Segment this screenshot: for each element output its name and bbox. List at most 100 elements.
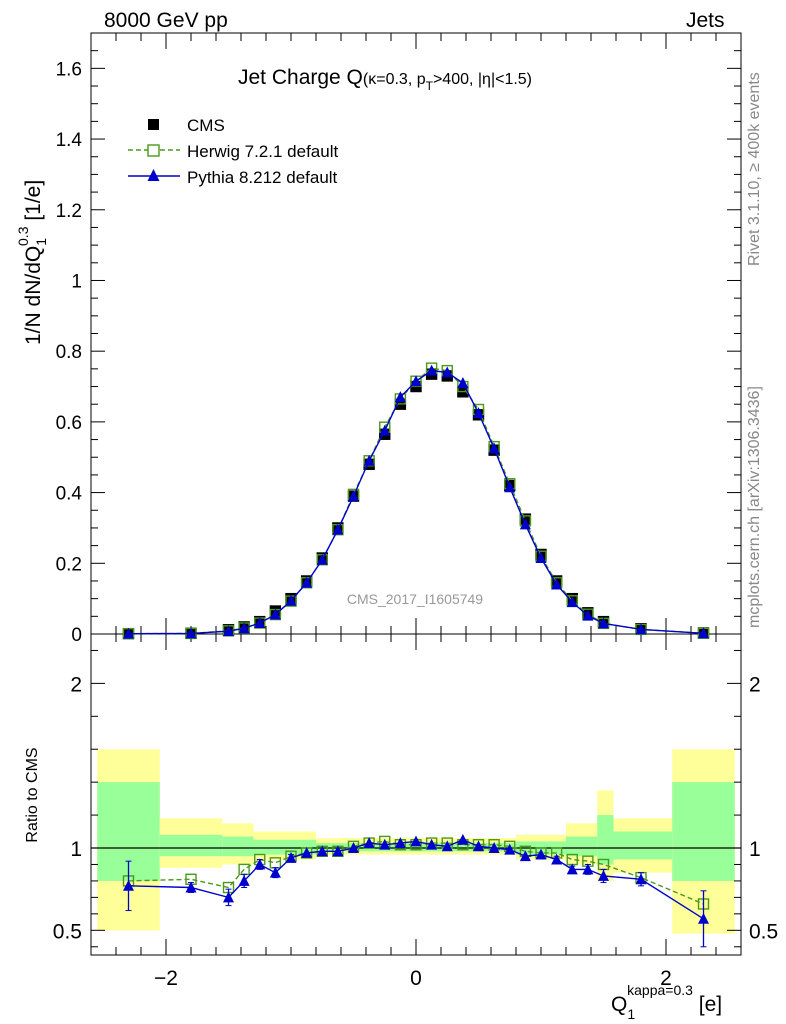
main-y-tick-label: 0.4 [56, 484, 83, 505]
process-label: Jets [686, 9, 725, 32]
uncertainty-band-green [159, 834, 223, 857]
main-y-tick-label: 1.6 [56, 59, 82, 80]
ratio-y-tick-label-left: 1 [70, 838, 82, 861]
pythia-data-point [698, 627, 709, 639]
energy-label: 8000 GeV pp [104, 9, 228, 32]
analysis-watermark: CMS_2017_I1605749 [347, 591, 483, 607]
uncertainty-band-green [597, 815, 614, 865]
pythia-ratio-point [379, 838, 391, 850]
legend-pythia-marker [147, 169, 160, 181]
pythia-data-point [123, 627, 134, 639]
legend-herwig-label: Herwig 7.2.1 default [187, 142, 338, 161]
pythia-data-point [394, 391, 406, 403]
ratio-plot-frame [90, 633, 742, 956]
pythia-ratio-point [635, 873, 647, 885]
pythia-ratio-point [410, 835, 422, 847]
main-y-tick-label: 1.4 [56, 130, 83, 151]
pythia-ratio-point [582, 863, 594, 875]
legend-cms-label: CMS [187, 116, 225, 135]
pythia-data-point [566, 596, 578, 608]
pythia-data-point [254, 617, 266, 628]
pythia-data-point [519, 518, 531, 530]
ratio-y-axis-label: Ratio to CMS [24, 747, 41, 842]
ratio-y-tick-label-right: 2 [749, 673, 761, 696]
pythia-data-point [185, 627, 197, 639]
pythia-data-point [316, 553, 328, 565]
uncertainty-band-green [566, 836, 598, 857]
pythia-ratio-point [488, 842, 500, 853]
pythia-ratio-point [598, 870, 609, 881]
pythia-data-point [457, 377, 469, 388]
uncertainty-band-green [222, 836, 254, 857]
pythia-ratio-point [269, 866, 281, 878]
pythia-ratio-point [348, 842, 359, 853]
chart-title: Jet Charge Q(κ=0.3, pT>400, |η|<1.5) [238, 66, 532, 93]
uncertainty-band-green [316, 843, 516, 852]
ratio-y-tick-label-right: 1 [749, 838, 761, 861]
main-y-tick-label: 1 [71, 271, 82, 292]
legend-pythia-label: Pythia 8.212 default [187, 168, 338, 187]
pythia-ratio-point [285, 851, 297, 863]
pythia-data-point [332, 523, 344, 535]
pythia-data-point [301, 576, 313, 588]
main-y-tick-label: 0 [71, 625, 82, 646]
pythia-ratio-point [551, 853, 563, 865]
pythia-ratio-point [254, 858, 266, 870]
pythia-data-point [379, 424, 391, 436]
legend: CMS Herwig 7.2.1 default Pythia 8.212 defa… [128, 116, 338, 187]
pythia-ratio-point [519, 850, 531, 862]
pythia-ratio-point [441, 840, 453, 852]
pythia-ratio-point [535, 848, 547, 860]
pythia-ratio-point [332, 845, 344, 857]
main-y-tick-label: 0.2 [56, 554, 82, 575]
pythia-data-point [223, 625, 234, 637]
pythia-data-point [551, 578, 563, 590]
uncertainty-band-green [613, 831, 673, 860]
pythia-ratio-point [394, 837, 406, 849]
pythia-ratio-point [123, 879, 134, 891]
pythia-data-point [488, 442, 500, 454]
pythia-data-point [441, 366, 453, 378]
ratio-y-tick-label-right: 0.5 [749, 920, 778, 943]
uncertainty-band-green [672, 782, 735, 881]
main-y-axis-label: 1/N dN/dQ10.3 [1/e] [15, 180, 49, 345]
pythia-ratio-point [316, 845, 328, 857]
pythia-ratio-point [185, 881, 197, 893]
x-tick-label: −2 [154, 967, 178, 990]
ratio-y-tick-label-left: 2 [70, 673, 82, 696]
pythia-data-point [238, 622, 250, 634]
pythia-data-point [285, 594, 297, 606]
uncertainty-band-green [253, 839, 316, 855]
pythia-data-point [269, 608, 281, 620]
main-y-tick-label: 0.8 [56, 342, 82, 363]
pythia-data-point [504, 481, 516, 493]
pythia-data-point [598, 617, 609, 629]
main-y-tick-label: 1.2 [56, 201, 82, 222]
pythia-ratio-point [566, 863, 578, 875]
x-axis-label: Q1kappa=0.3 [e] [611, 982, 722, 1022]
pythia-data-point [635, 623, 647, 635]
pythia-ratio-point [301, 846, 313, 858]
pythia-ratio-point [457, 833, 469, 845]
x-tick-label: 2 [660, 967, 672, 990]
pythia-data-point [426, 364, 438, 376]
pythia-data-point [363, 454, 375, 466]
pythia-ratio-point [473, 840, 484, 852]
pythia-data-point [410, 375, 422, 387]
main-y-tick-label: 0.6 [56, 413, 82, 434]
legend-herwig-marker [147, 144, 160, 157]
pythia-data-point [348, 490, 359, 502]
ratio-y-tick-label-left: 0.5 [53, 920, 82, 943]
pythia-ratio-point [426, 838, 438, 850]
legend-cms-marker [148, 119, 159, 130]
pythia-ratio-point [698, 912, 709, 924]
pythia-data-point [473, 407, 484, 418]
pythia-data-point [535, 552, 547, 563]
pythia-ratio-point [223, 891, 234, 903]
pythia-data-point [582, 609, 594, 621]
pythia-ratio-point [363, 837, 375, 849]
x-tick-label: 0 [410, 967, 422, 990]
pythia-ratio-point [238, 874, 250, 886]
pythia-ratio-point [504, 843, 516, 855]
